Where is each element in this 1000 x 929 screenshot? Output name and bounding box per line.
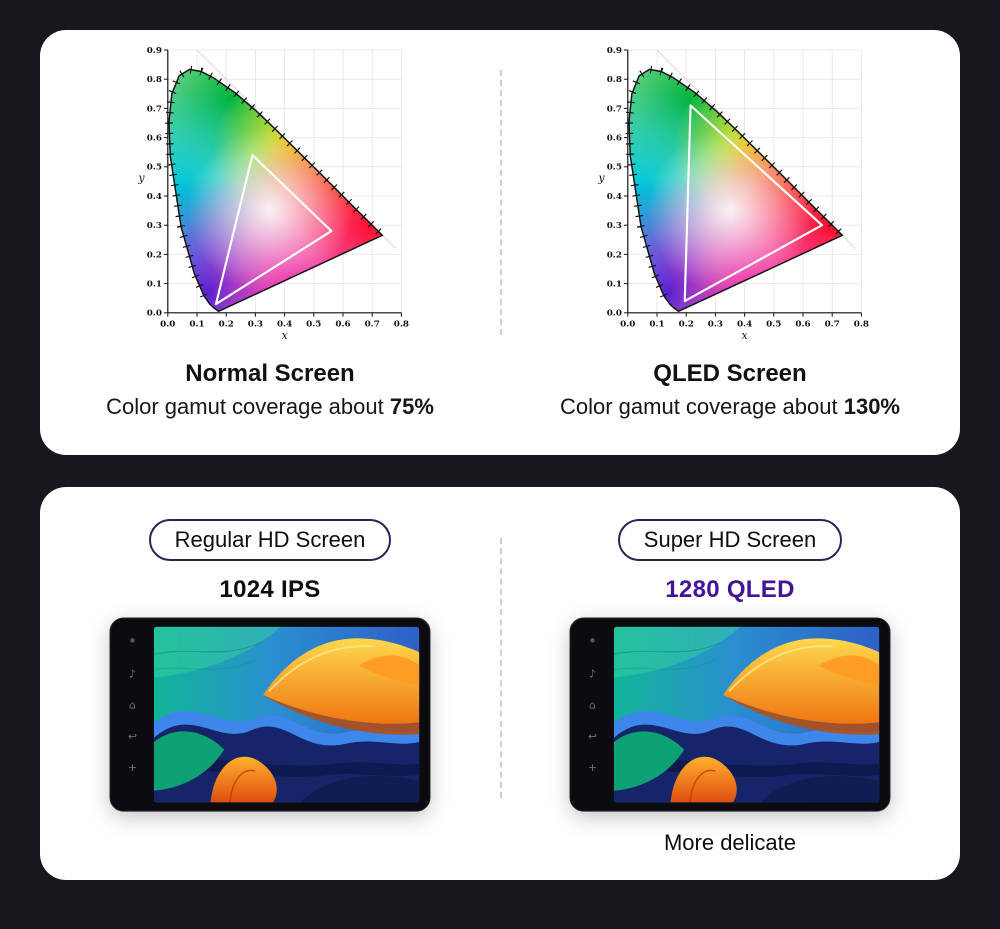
svg-text:0.8: 0.8 <box>607 75 622 85</box>
svg-text:0.2: 0.2 <box>219 319 234 329</box>
svg-text:0.7: 0.7 <box>147 104 162 114</box>
svg-text:0.0: 0.0 <box>160 319 175 329</box>
screen-comparison-card: Regular HD Screen 1024 IPS Super HD Scre… <box>40 487 960 880</box>
svg-text:0.1: 0.1 <box>147 280 162 290</box>
subtitle-text: Color gamut coverage about <box>106 394 390 419</box>
svg-text:0.8: 0.8 <box>147 75 162 85</box>
svg-text:0.6: 0.6 <box>335 319 350 329</box>
regular-hd-spec: 1024 IPS <box>219 576 321 603</box>
svg-text:x: x <box>282 329 288 342</box>
svg-text:0.0: 0.0 <box>607 309 622 319</box>
regular-hd-badge: Regular HD Screen <box>148 519 392 561</box>
subtitle-text: Color gamut coverage about <box>559 394 844 419</box>
dashed-divider <box>500 538 502 798</box>
svg-text:0.0: 0.0 <box>147 309 162 319</box>
svg-text:0.3: 0.3 <box>248 319 263 329</box>
svg-text:0.5: 0.5 <box>306 319 321 329</box>
svg-text:x: x <box>742 329 748 342</box>
qled-screen-column: 0.0 0.1 0.2 0.3 0.4 0.5 0.6 0.7 0.8 0.0 0.1 0.2 0.3 0… <box>500 30 960 455</box>
cie-diagram-qled: 0.0 0.1 0.2 0.3 0.4 0.5 0.6 0.7 0.8 0.0 0.1 0.2 0.3 0… <box>597 46 869 342</box>
svg-text:0.8: 0.8 <box>394 319 409 329</box>
gamut-triangle-qled <box>683 104 824 303</box>
svg-text:0.1: 0.1 <box>607 280 622 290</box>
super-hd-spec: 1280 QLED <box>665 576 795 603</box>
svg-text:0.6: 0.6 <box>147 134 162 144</box>
svg-text:0.2: 0.2 <box>607 250 622 260</box>
qled-screen-title: QLED Screen <box>653 360 807 387</box>
svg-text:0.8: 0.8 <box>854 319 869 329</box>
super-hd-column: Super HD Screen 1280 QLED More delicate <box>500 487 960 880</box>
svg-text:0.4: 0.4 <box>277 319 292 329</box>
svg-text:0.6: 0.6 <box>795 319 810 329</box>
svg-text:0.4: 0.4 <box>737 319 752 329</box>
svg-text:0.9: 0.9 <box>607 46 622 56</box>
svg-text:0.4: 0.4 <box>607 192 622 202</box>
svg-text:y: y <box>597 171 605 184</box>
regular-hd-column: Regular HD Screen 1024 IPS <box>40 487 500 880</box>
svg-text:0.9: 0.9 <box>147 46 162 56</box>
svg-text:0.4: 0.4 <box>147 192 162 202</box>
car-stereo-regular <box>109 617 431 817</box>
svg-text:0.7: 0.7 <box>607 104 622 114</box>
svg-text:0.3: 0.3 <box>708 319 723 329</box>
svg-text:0.1: 0.1 <box>189 319 204 329</box>
svg-text:0.5: 0.5 <box>766 319 781 329</box>
svg-text:0.5: 0.5 <box>607 163 622 173</box>
normal-screen-column: 0.0 0.1 0.2 0.3 0.4 0.5 0.6 0.7 0.8 0.0 0.1 0.2 0.3 0… <box>40 30 500 455</box>
normal-screen-subtitle: Color gamut coverage about 75% <box>106 394 434 420</box>
super-hd-badge: Super HD Screen <box>617 519 843 561</box>
svg-text:0.0: 0.0 <box>620 319 635 329</box>
chart-axes: 0.0 0.1 0.2 0.3 0.4 0.5 0.6 0.7 0.8 0.0 0.1 0.2 0.3 0… <box>597 46 869 342</box>
svg-text:0.2: 0.2 <box>147 250 162 260</box>
car-stereo-super <box>569 617 891 817</box>
chart-axes: 0.0 0.1 0.2 0.3 0.4 0.5 0.6 0.7 0.8 0.0 0.1 0.2 0.3 0… <box>137 46 409 342</box>
qled-screen-subtitle: Color gamut coverage about 130% <box>560 394 900 420</box>
svg-text:0.7: 0.7 <box>825 319 840 329</box>
cie-diagram-normal: 0.0 0.1 0.2 0.3 0.4 0.5 0.6 0.7 0.8 0.0 0.1 0.2 0.3 0… <box>137 46 409 342</box>
svg-text:0.2: 0.2 <box>679 319 694 329</box>
svg-text:0.3: 0.3 <box>607 221 622 231</box>
svg-text:0.5: 0.5 <box>147 163 162 173</box>
more-delicate-note: More delicate <box>663 830 797 855</box>
gamut-comparison-card: 0.0 0.1 0.2 0.3 0.4 0.5 0.6 0.7 0.8 0.0 0.1 0.2 0.3 0… <box>40 30 960 455</box>
coverage-value: 130% <box>843 394 900 419</box>
dashed-divider <box>500 70 502 335</box>
coverage-value: 75% <box>389 394 434 419</box>
svg-text:0.3: 0.3 <box>147 221 162 231</box>
svg-text:y: y <box>137 171 145 184</box>
svg-text:0.7: 0.7 <box>365 319 380 329</box>
svg-text:0.6: 0.6 <box>607 134 622 144</box>
gamut-triangle-normal <box>214 154 333 306</box>
svg-text:0.1: 0.1 <box>649 319 664 329</box>
normal-screen-title: Normal Screen <box>185 360 355 387</box>
